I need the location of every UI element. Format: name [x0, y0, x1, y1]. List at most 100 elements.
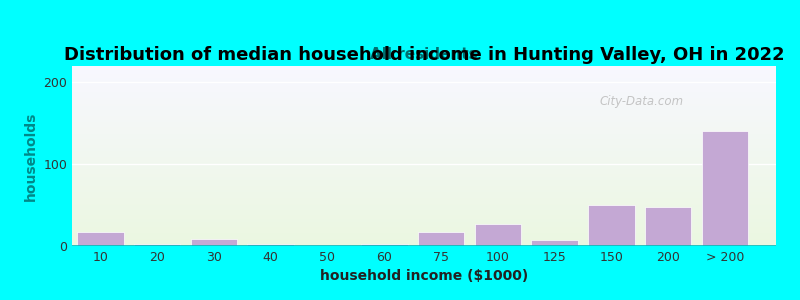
- Bar: [72, 146, 776, 147]
- Bar: [72, 123, 776, 124]
- Bar: [72, 112, 776, 113]
- Bar: [72, 225, 776, 226]
- Bar: [72, 211, 776, 212]
- Bar: [72, 105, 776, 106]
- Bar: [72, 216, 776, 217]
- Bar: [72, 138, 776, 139]
- Bar: [72, 148, 776, 149]
- Bar: [72, 242, 776, 243]
- Bar: [72, 133, 776, 134]
- Bar: [72, 228, 776, 229]
- Bar: [72, 199, 776, 200]
- Bar: [72, 185, 776, 186]
- Bar: [72, 182, 776, 183]
- Bar: [72, 175, 776, 176]
- Bar: [72, 128, 776, 129]
- Bar: [72, 77, 776, 78]
- Bar: [72, 230, 776, 231]
- Bar: [72, 198, 776, 199]
- Bar: [72, 166, 776, 167]
- Bar: [72, 149, 776, 150]
- Bar: [72, 209, 776, 210]
- Bar: [72, 125, 776, 126]
- Bar: [72, 119, 776, 120]
- Bar: [72, 115, 776, 116]
- Bar: [72, 214, 776, 215]
- Bar: [72, 73, 776, 74]
- Bar: [72, 118, 776, 119]
- Bar: [72, 180, 776, 181]
- Bar: [72, 136, 776, 137]
- Bar: [418, 232, 464, 246]
- Bar: [72, 177, 776, 178]
- Bar: [72, 160, 776, 161]
- Bar: [72, 220, 776, 221]
- Bar: [72, 206, 776, 207]
- Bar: [72, 236, 776, 237]
- Bar: [72, 101, 776, 102]
- Bar: [72, 120, 776, 121]
- Bar: [72, 235, 776, 236]
- Bar: [304, 245, 350, 246]
- Bar: [72, 203, 776, 204]
- Bar: [72, 207, 776, 208]
- Bar: [72, 227, 776, 228]
- Bar: [72, 95, 776, 96]
- Text: All residents: All residents: [370, 47, 478, 62]
- Bar: [72, 135, 776, 136]
- Bar: [361, 244, 407, 246]
- Bar: [72, 226, 776, 227]
- Bar: [72, 69, 776, 70]
- Bar: [72, 99, 776, 100]
- Bar: [72, 192, 776, 193]
- Bar: [72, 145, 776, 146]
- Bar: [72, 86, 776, 87]
- Bar: [72, 137, 776, 138]
- Y-axis label: households: households: [24, 111, 38, 201]
- Bar: [72, 83, 776, 84]
- Bar: [72, 139, 776, 140]
- Bar: [72, 163, 776, 164]
- Bar: [72, 93, 776, 94]
- Bar: [72, 189, 776, 190]
- Bar: [72, 131, 776, 132]
- Bar: [72, 197, 776, 198]
- Bar: [72, 152, 776, 153]
- Bar: [72, 85, 776, 86]
- Bar: [72, 234, 776, 235]
- Bar: [72, 196, 776, 197]
- Bar: [77, 232, 124, 246]
- Bar: [72, 150, 776, 151]
- Bar: [72, 78, 776, 79]
- Bar: [72, 127, 776, 128]
- Bar: [72, 176, 776, 177]
- Bar: [72, 67, 776, 68]
- Bar: [72, 164, 776, 165]
- Bar: [247, 244, 294, 246]
- Bar: [72, 106, 776, 107]
- Bar: [72, 238, 776, 239]
- Bar: [474, 224, 521, 246]
- Bar: [72, 74, 776, 75]
- Bar: [72, 229, 776, 230]
- Bar: [72, 107, 776, 108]
- X-axis label: household income ($1000): household income ($1000): [320, 269, 528, 284]
- Bar: [72, 151, 776, 152]
- Bar: [190, 238, 238, 246]
- Bar: [72, 159, 776, 160]
- Bar: [72, 186, 776, 187]
- Bar: [645, 207, 691, 246]
- Bar: [72, 147, 776, 148]
- Bar: [72, 188, 776, 189]
- Bar: [72, 210, 776, 211]
- Bar: [72, 239, 776, 240]
- Bar: [72, 140, 776, 141]
- Bar: [72, 208, 776, 209]
- Bar: [72, 144, 776, 145]
- Bar: [72, 200, 776, 201]
- Bar: [72, 155, 776, 156]
- Bar: [72, 97, 776, 98]
- Bar: [72, 116, 776, 117]
- Bar: [72, 113, 776, 114]
- Bar: [72, 190, 776, 191]
